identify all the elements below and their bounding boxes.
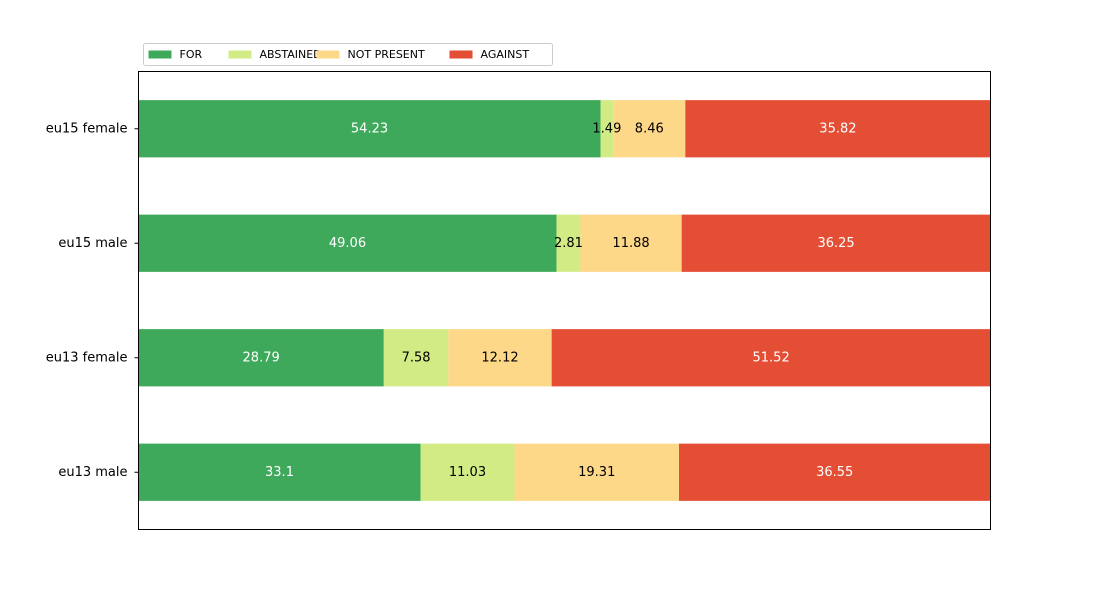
value-label-not-present: 19.31 [578,465,615,480]
legend: FOR ABSTAINED NOT PRESENT AGAINST [143,43,553,66]
legend-swatch-for [148,50,172,59]
bar-segment-not-present [514,443,680,501]
bar-segment-not-present [448,329,552,387]
plot-frame [138,71,991,530]
value-label-for: 33.1 [265,465,294,480]
bar-segment-for [138,214,557,272]
value-label-abstained: 1.49 [592,121,621,136]
value-label-not-present: 12.12 [481,350,518,365]
bars-layer [138,100,991,501]
value-label-not-present: 11.88 [612,236,649,251]
legend-swatch-against [449,50,473,59]
bar-segment-not-present [580,214,682,272]
value-label-against: 36.55 [816,465,853,480]
value-label-abstained: 2.81 [554,236,583,251]
value-label-for: 54.23 [351,121,388,136]
bar-segment-abstained [556,214,581,272]
bar-segment-abstained [383,329,449,387]
legend-swatch-not-present [316,50,340,59]
category-label: eu15 male [58,236,127,251]
bar-segment-abstained [420,443,515,501]
category-axis: eu15 female eu15 male eu13 female eu13 male [46,121,139,480]
category-label: eu13 female [46,350,128,365]
value-label-for: 28.79 [243,350,280,365]
value-labels-layer: 54.23 1.49 8.46 35.82 49.06 2.81 11.88 36.25 28.… [243,121,857,480]
category-label: eu13 male [58,465,127,480]
legend-label-abstained: ABSTAINED [260,48,322,61]
bar-segment-for [138,100,601,158]
legend-label-not-present: NOT PRESENT [348,48,425,61]
legend-label-against: AGAINST [481,48,530,61]
bar-segment-not-present [613,100,686,158]
legend-label-for: FOR [180,48,203,61]
value-label-not-present: 8.46 [635,121,664,136]
value-label-against: 35.82 [819,121,856,136]
legend-frame [143,43,553,66]
value-label-against: 36.25 [817,236,854,251]
value-label-for: 49.06 [329,236,366,251]
value-label-against: 51.52 [753,350,790,365]
bar-segment-against [681,214,991,272]
bar-segment-against [685,100,991,158]
category-label: eu15 female [46,121,128,136]
bar-segment-against [551,329,991,387]
bar-segment-abstained [600,100,614,158]
legend-swatch-abstained [228,50,252,59]
bar-segment-against [679,443,991,501]
bar-segment-for [138,329,384,387]
value-label-abstained: 7.58 [402,350,431,365]
value-label-abstained: 11.03 [449,465,486,480]
bar-segment-for [138,443,421,501]
